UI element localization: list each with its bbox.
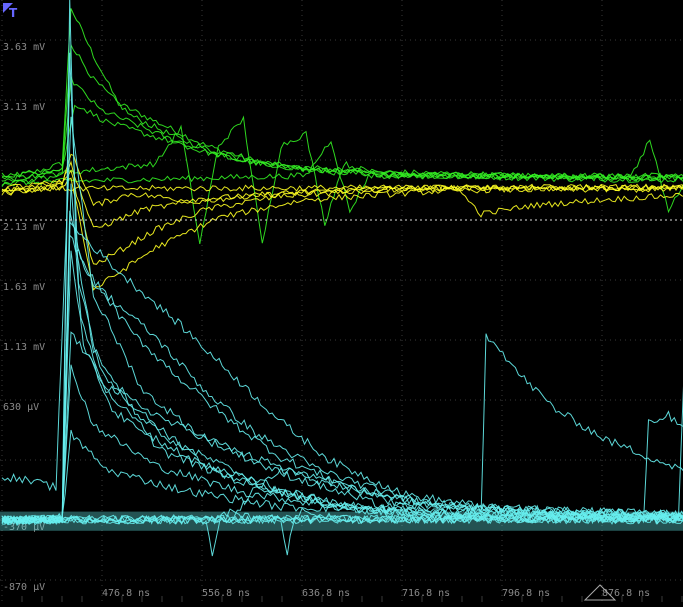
x-axis-labels: 476.8 ns 556.8 ns 636.8 ns 716.8 ns 796.8 ns… [102,588,650,599]
y-tick-label: 1.63 mV [3,282,45,293]
traces [0,0,683,557]
y-tick-label: 2.13 mV [3,222,45,233]
y-tick-label: 630 µV [3,402,39,413]
trace-green [1,76,683,187]
trace-cyan [1,234,683,524]
x-tick-label: 716.8 ns [402,588,450,599]
x-tick-label: 556.8 ns [202,588,250,599]
trace-yellow [1,169,683,265]
trace-green [1,115,683,244]
y-tick-label: -870 µV [3,582,45,593]
y-tick-label: 3.63 mV [3,42,45,53]
trigger-time-icon [583,584,617,601]
trigger-flag-icon [3,3,13,13]
trace-cyan [1,331,683,525]
trace-cyan [1,429,683,526]
y-tick-label: 1.13 mV [3,342,45,353]
trace-cyan [1,250,683,524]
x-tick-label: 876.8 ns [602,588,650,599]
trace-cyan [1,116,683,519]
trigger-time-marker[interactable] [583,584,617,601]
x-tick-label: 796.8 ns [502,588,550,599]
x-tick-label: 636.8 ns [302,588,350,599]
trace-yellow [1,177,683,291]
trigger-label: T [9,6,18,20]
trace-cyan [1,507,683,557]
trace-cyan [1,364,683,524]
trace-green [1,139,683,214]
trace-yellow [1,184,683,218]
cyan-baseline-noise [0,511,683,531]
x-tick-label: 476.8 ns [102,588,150,599]
trace-cyan [1,210,683,525]
y-tick-label: -370 µV [3,522,45,533]
y-axis-labels: -870 µV -370 µV 630 µV 1.13 mV 1.63 mV 2.13 m… [3,42,45,593]
trace-yellow [1,153,683,207]
trace-cyan [1,220,683,525]
y-tick-label: 3.13 mV [3,102,45,113]
trigger-marker[interactable]: T [3,3,18,20]
